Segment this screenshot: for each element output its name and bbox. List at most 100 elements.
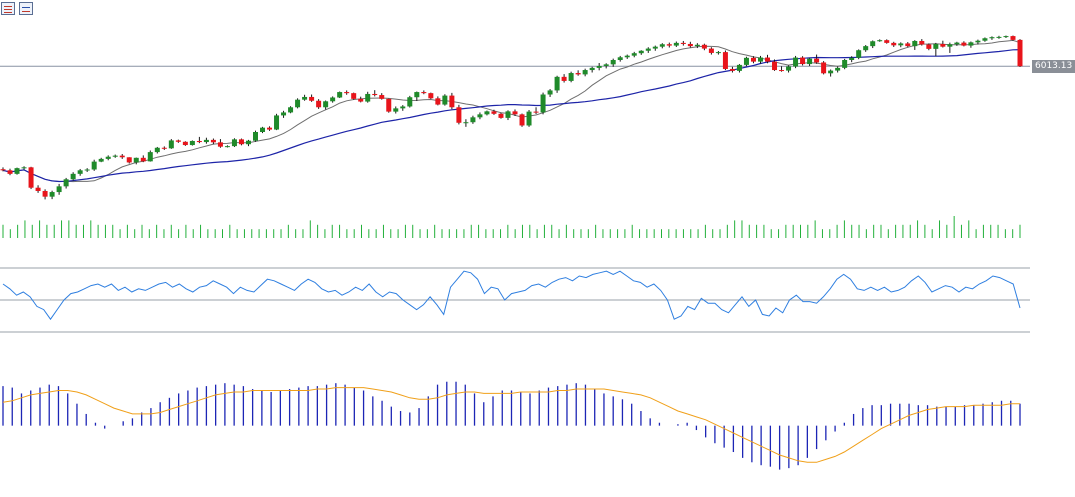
candle-body xyxy=(42,190,48,197)
candle-body xyxy=(891,42,897,46)
candle-body xyxy=(750,57,756,62)
candle-body xyxy=(673,42,679,46)
candle-body xyxy=(575,73,581,75)
candle-body xyxy=(84,169,90,171)
candle-body xyxy=(189,140,195,146)
candle-body xyxy=(442,95,448,105)
candle-body xyxy=(624,55,630,58)
candle-body xyxy=(238,139,244,145)
candle-body xyxy=(7,170,13,174)
candle-body xyxy=(919,40,925,45)
candle-body xyxy=(484,111,490,115)
candle-body xyxy=(772,61,778,71)
candle-body xyxy=(547,90,553,95)
candle-body xyxy=(631,53,637,56)
oscillator-levels xyxy=(0,267,1030,333)
candle-body xyxy=(989,37,995,39)
candle-body xyxy=(449,95,455,108)
candle-body xyxy=(779,70,785,72)
histogram-series xyxy=(2,381,1021,470)
candle-body xyxy=(715,52,721,54)
candle-body xyxy=(316,100,322,108)
candle-body xyxy=(1010,36,1016,40)
candle-body xyxy=(112,155,118,157)
candle-body xyxy=(414,92,420,98)
candle-body xyxy=(175,140,181,142)
candle-body xyxy=(736,64,742,71)
candle-body xyxy=(463,122,469,124)
candle-body xyxy=(14,168,20,174)
candle-body xyxy=(996,36,1002,38)
candle-body xyxy=(309,96,315,101)
candle-body xyxy=(933,43,939,49)
chart-toolbar xyxy=(1,2,33,15)
candle-body xyxy=(456,107,462,123)
candle-body xyxy=(260,127,266,133)
candle-body xyxy=(245,140,251,145)
candle-body xyxy=(694,44,700,47)
candle-body xyxy=(870,41,876,47)
candle-body xyxy=(337,92,343,98)
candle-body xyxy=(302,96,308,100)
candle-body xyxy=(56,186,62,193)
candle-body xyxy=(828,70,834,74)
candle-body xyxy=(849,57,855,60)
candle-body xyxy=(680,42,686,44)
candle-body xyxy=(786,66,792,71)
candle-body xyxy=(757,57,763,62)
candle-body xyxy=(182,141,188,146)
candle-body xyxy=(596,65,602,68)
candle-body xyxy=(582,70,588,75)
candle-body xyxy=(722,52,728,69)
candle-body xyxy=(231,139,237,147)
candle-body xyxy=(519,114,525,126)
candle-body xyxy=(1003,36,1009,38)
candle-body xyxy=(533,111,539,113)
volume-series xyxy=(2,216,1021,238)
candle-body xyxy=(217,142,223,147)
candle-body xyxy=(701,44,707,49)
chart-properties-icon[interactable] xyxy=(19,2,33,15)
candle-body xyxy=(975,40,981,43)
candle-body xyxy=(926,44,932,49)
candle-body xyxy=(77,170,83,174)
candle-body xyxy=(905,43,911,47)
candle-body xyxy=(1017,39,1023,67)
candle-body xyxy=(252,132,258,141)
list-view-icon[interactable] xyxy=(1,2,15,15)
candle-body xyxy=(281,112,287,116)
candlestick-series xyxy=(0,35,1023,200)
candle-body xyxy=(330,97,336,102)
current-price-label: 6013.13 xyxy=(1032,60,1075,74)
candle-body xyxy=(196,140,202,143)
candle-body xyxy=(435,98,441,105)
candle-body xyxy=(407,97,413,107)
candle-body xyxy=(505,111,511,118)
candle-body xyxy=(884,40,890,43)
candle-body xyxy=(687,43,693,47)
candle-body xyxy=(940,43,946,47)
candle-body xyxy=(821,62,827,74)
candle-body xyxy=(98,158,104,162)
candle-body xyxy=(561,76,567,81)
ma-slow-line xyxy=(2,49,1021,183)
candle-body xyxy=(835,67,841,71)
candle-body xyxy=(645,48,651,51)
candle-body xyxy=(610,59,616,65)
candle-body xyxy=(617,57,623,60)
candle-body xyxy=(568,73,574,81)
candle-body xyxy=(365,93,371,102)
candle-body xyxy=(800,57,806,65)
candle-body xyxy=(224,146,230,148)
candle-body xyxy=(379,95,385,99)
candle-body xyxy=(0,169,6,171)
ma-fast-line xyxy=(2,39,1021,183)
candle-body xyxy=(729,68,735,71)
candle-body xyxy=(21,167,27,169)
candle-body xyxy=(638,50,644,54)
candle-body xyxy=(912,40,918,47)
candle-body xyxy=(477,114,483,118)
candle-body xyxy=(386,98,392,112)
candle-body xyxy=(140,157,146,162)
